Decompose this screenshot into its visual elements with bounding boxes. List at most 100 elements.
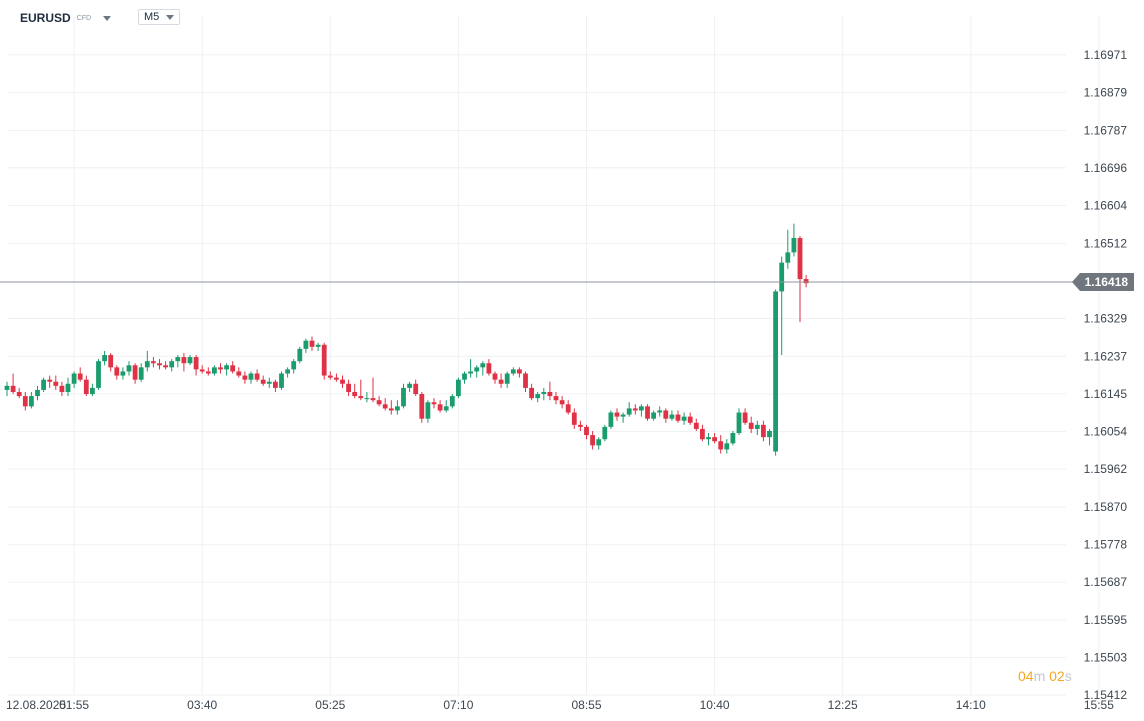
candle-body: [218, 367, 223, 370]
candle-up: [65, 377, 71, 397]
candle-body: [754, 424, 760, 429]
candle-body: [468, 371, 473, 374]
candle-down: [22, 391, 28, 411]
candle-body: [132, 365, 138, 380]
candle-down: [614, 408, 620, 421]
candle-body: [523, 373, 528, 388]
candle-down: [645, 404, 650, 421]
candle-body: [693, 422, 699, 429]
price-tick-label: 1.15503: [1084, 651, 1128, 665]
candle-down: [571, 408, 577, 429]
price-tick-label: 1.16237: [1084, 349, 1128, 363]
candle-body: [462, 373, 467, 380]
candle-down: [578, 420, 583, 431]
candle-down: [748, 416, 754, 434]
candle-down: [376, 396, 382, 407]
candle-up: [175, 355, 181, 368]
candle-up: [736, 408, 742, 436]
candle-body: [657, 410, 663, 413]
candle-body: [419, 394, 425, 419]
candle-body: [163, 365, 168, 368]
candle-down: [260, 375, 266, 386]
candle-down: [108, 352, 114, 372]
price-tick-label: 1.15595: [1084, 613, 1128, 627]
candle-down: [163, 361, 168, 370]
candle-up: [126, 361, 132, 376]
candle-body: [65, 383, 71, 392]
time-tick-label: 05:25: [315, 698, 345, 712]
candle-body: [138, 367, 144, 380]
candle-body: [431, 402, 437, 405]
candle-body: [53, 381, 59, 386]
candle-body: [114, 367, 120, 376]
candle-body: [663, 410, 669, 419]
candle-body: [364, 398, 370, 400]
candle-body: [175, 357, 181, 362]
candle-up: [510, 367, 516, 376]
countdown-minutes-unit: m: [1033, 668, 1046, 684]
price-tick-label: 1.15870: [1084, 500, 1128, 514]
candle-up: [4, 381, 10, 397]
price-tick-label: 1.15778: [1084, 538, 1128, 552]
candle-up: [29, 391, 34, 409]
candle-body: [77, 373, 83, 380]
price-tick-label: 1.16145: [1084, 387, 1128, 401]
chevron-down-icon: [103, 15, 112, 21]
candle-up: [102, 350, 107, 366]
candle-down: [742, 408, 748, 425]
candle-body: [791, 238, 797, 253]
candle-body: [547, 391, 553, 397]
symbol-name: EURUSD: [20, 11, 71, 25]
interval-value: M5: [144, 11, 160, 23]
candle-up: [773, 289, 778, 456]
interval-selector[interactable]: M5: [138, 9, 180, 25]
candle-down: [370, 377, 376, 403]
time-tick-label: 14:10: [956, 698, 986, 712]
candle-body: [681, 416, 687, 421]
candle-down: [157, 359, 162, 370]
candle-down: [675, 410, 681, 423]
symbol-selector[interactable]: EURUSD CFD: [20, 10, 112, 26]
candle-down: [321, 342, 327, 380]
candle-down: [797, 235, 803, 323]
candle-body: [205, 371, 211, 374]
candle-body: [614, 412, 620, 417]
candle-up: [779, 256, 785, 356]
price-tick-label: 1.16604: [1084, 199, 1128, 213]
time-tick-label: 15:55: [1084, 698, 1114, 712]
candle-down: [346, 379, 351, 397]
candle-up: [35, 385, 40, 401]
candle-body: [529, 387, 534, 399]
candle-up: [248, 371, 254, 384]
candle-up: [651, 410, 656, 421]
candle-down: [632, 404, 638, 415]
candle-body: [224, 365, 229, 370]
candle-up: [364, 391, 370, 403]
candle-body: [620, 414, 626, 417]
candle-body: [321, 344, 327, 376]
candles: [4, 223, 809, 456]
current-price-tag: [1072, 272, 1134, 291]
price-tick-label: 1.16512: [1084, 236, 1128, 250]
candle-up: [791, 223, 797, 257]
candle-body: [327, 375, 333, 378]
candle-body: [144, 361, 150, 368]
price-axis: 1.16971 1.16879 1.16787 1.16696 1.16604 1.165…: [1084, 48, 1128, 702]
chart-toolbar: EURUSD CFD M5: [0, 0, 1144, 36]
candle-down: [718, 435, 724, 454]
candle-down: [273, 379, 278, 392]
candle-down: [419, 391, 425, 423]
candle-body: [541, 391, 547, 395]
candle-body: [498, 379, 504, 384]
candle-body: [437, 404, 443, 411]
candle-body: [748, 422, 754, 429]
candle-down: [327, 371, 333, 380]
candle-body: [767, 430, 772, 438]
candle-body: [340, 379, 345, 384]
candle-down: [700, 424, 705, 442]
candle-up: [449, 394, 455, 409]
candle-down: [498, 373, 504, 388]
candle-body: [517, 369, 522, 374]
